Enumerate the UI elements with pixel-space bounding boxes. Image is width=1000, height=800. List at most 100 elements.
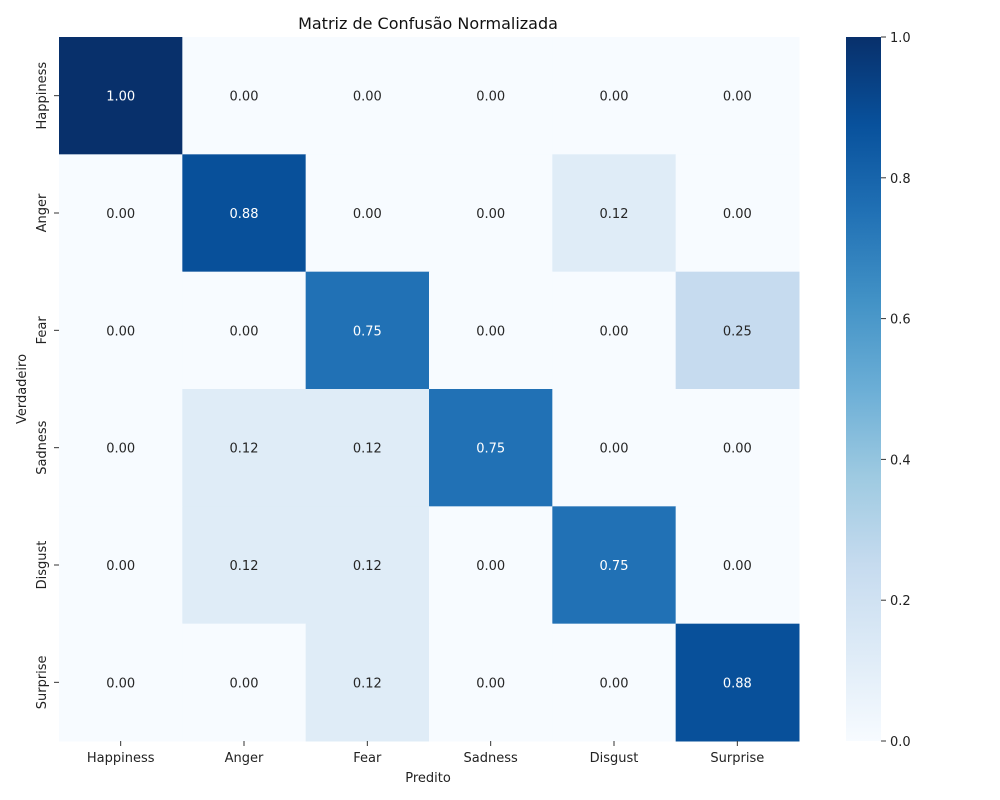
cell-value-label: 0.00 — [106, 324, 135, 339]
heatmap-cell — [59, 389, 183, 507]
cell-value-label: 0.00 — [106, 676, 135, 691]
heatmap-cell — [429, 154, 553, 273]
cell-value-label: 0.12 — [353, 559, 382, 574]
heatmap-cell — [182, 154, 307, 273]
cell-value-label: 0.00 — [230, 324, 259, 339]
y-tick-label: Anger — [35, 193, 50, 232]
cell-value-label: 0.00 — [476, 90, 505, 105]
x-tick-label: Surprise — [710, 751, 764, 766]
cell-value-label: 1.00 — [106, 90, 135, 105]
cell-value-label: 0.00 — [600, 90, 629, 105]
y-axis-ticks: Happiness Anger Fear Sadness Disgust Surprise — [35, 62, 59, 709]
heatmap-cell — [552, 271, 677, 390]
heatmap-cell — [552, 623, 677, 742]
heatmap-cell — [552, 154, 677, 273]
heatmap-cell — [675, 506, 800, 625]
heatmap-cell — [429, 271, 553, 390]
heatmap-cell — [552, 389, 677, 507]
cell-value-label: 0.00 — [106, 207, 135, 222]
heatmap-cell — [305, 37, 430, 155]
cell-value-label: 0.00 — [600, 442, 629, 457]
x-tick-label: Fear — [353, 751, 382, 766]
heatmap-cell — [59, 37, 183, 155]
heatmap-cell — [675, 389, 800, 507]
heatmap-cell — [59, 271, 183, 390]
cell-value-label: 0.88 — [230, 207, 259, 222]
heatmap-cell — [552, 37, 677, 155]
colorbar-tick-label: 1.0 — [890, 31, 911, 46]
heatmap-cell — [675, 271, 800, 390]
cell-value-label: 0.00 — [723, 442, 752, 457]
y-tick-label: Fear — [35, 316, 50, 345]
x-axis-ticks: Happiness Anger Fear Sadness Disgust Surprise — [87, 741, 764, 766]
cell-value-label: 0.75 — [600, 559, 629, 574]
heatmap-cell — [305, 389, 430, 507]
heatmap-cell — [429, 506, 553, 625]
cell-value-label: 0.00 — [476, 207, 505, 222]
x-tick-label: Sadness — [464, 751, 518, 766]
colorbar — [846, 37, 881, 741]
heatmap-cell — [675, 623, 800, 742]
x-axis-label: Predito — [405, 771, 451, 786]
cell-value-label: 0.12 — [230, 442, 259, 457]
colorbar-tick-label: 0.6 — [890, 313, 911, 328]
y-tick-label: Disgust — [35, 541, 50, 590]
y-tick-label: Happiness — [35, 62, 50, 130]
cell-value-label: 0.00 — [106, 559, 135, 574]
heatmap-cell — [305, 154, 430, 273]
colorbar-tick-label: 0.0 — [890, 735, 911, 750]
heatmap-cell — [675, 154, 800, 273]
heatmap-cells — [59, 37, 800, 742]
cell-value-label: 0.00 — [600, 324, 629, 339]
x-tick-label: Happiness — [87, 751, 155, 766]
heatmap-cell — [182, 623, 307, 742]
heatmap-cell — [305, 271, 430, 390]
cell-value-label: 0.00 — [476, 676, 505, 691]
cell-value-label: 0.00 — [353, 207, 382, 222]
x-tick-label: Anger — [225, 751, 264, 766]
cell-value-label: 0.00 — [723, 207, 752, 222]
cell-value-label: 0.25 — [723, 324, 752, 339]
cell-value-label: 0.12 — [353, 676, 382, 691]
cell-value-label: 0.00 — [476, 324, 505, 339]
cell-value-label: 0.00 — [723, 90, 752, 105]
heatmap-cell — [182, 37, 307, 155]
heatmap-cell — [552, 506, 677, 625]
heatmap-cell — [675, 37, 800, 155]
heatmap-cell-labels: 1.00 0.00 0.00 0.00 0.00 0.00 0.00 0.88 0.00 0.00… — [106, 90, 752, 692]
chart-title: Matriz de Confusão Normalizada — [298, 14, 558, 33]
heatmap-cell — [429, 37, 553, 155]
cell-value-label: 0.12 — [230, 559, 259, 574]
heatmap-cell — [59, 154, 183, 273]
heatmap-cell — [182, 271, 307, 390]
heatmap-cell — [182, 389, 307, 507]
cell-value-label: 0.00 — [230, 90, 259, 105]
y-tick-label: Sadness — [35, 420, 50, 474]
cell-value-label: 0.88 — [723, 676, 752, 691]
colorbar-tick-label: 0.4 — [890, 453, 911, 468]
cell-value-label: 0.00 — [723, 559, 752, 574]
x-tick-label: Disgust — [590, 751, 639, 766]
heatmap-cell — [429, 623, 553, 742]
heatmap-cell — [59, 623, 183, 742]
colorbar-ticks: 0.0 0.2 0.4 0.6 0.8 1.0 — [881, 31, 911, 750]
cell-value-label: 0.00 — [476, 559, 505, 574]
cell-value-label: 0.12 — [600, 207, 629, 222]
cell-value-label: 0.00 — [230, 676, 259, 691]
cell-value-label: 0.75 — [476, 442, 505, 457]
cell-value-label: 0.00 — [600, 676, 629, 691]
heatmap-cell — [182, 506, 307, 625]
cell-value-label: 0.75 — [353, 324, 382, 339]
cell-value-label: 0.00 — [106, 442, 135, 457]
y-tick-label: Surprise — [35, 655, 50, 709]
cell-value-label: 0.12 — [353, 442, 382, 457]
cell-value-label: 0.00 — [353, 90, 382, 105]
heatmap-cell — [429, 389, 553, 507]
heatmap-cell — [305, 623, 430, 742]
colorbar-tick-label: 0.8 — [890, 172, 911, 187]
heatmap-cell — [305, 506, 430, 625]
heatmap-cell — [59, 506, 183, 625]
colorbar-tick-label: 0.2 — [890, 594, 911, 609]
y-axis-label: Verdadeiro — [15, 354, 30, 424]
